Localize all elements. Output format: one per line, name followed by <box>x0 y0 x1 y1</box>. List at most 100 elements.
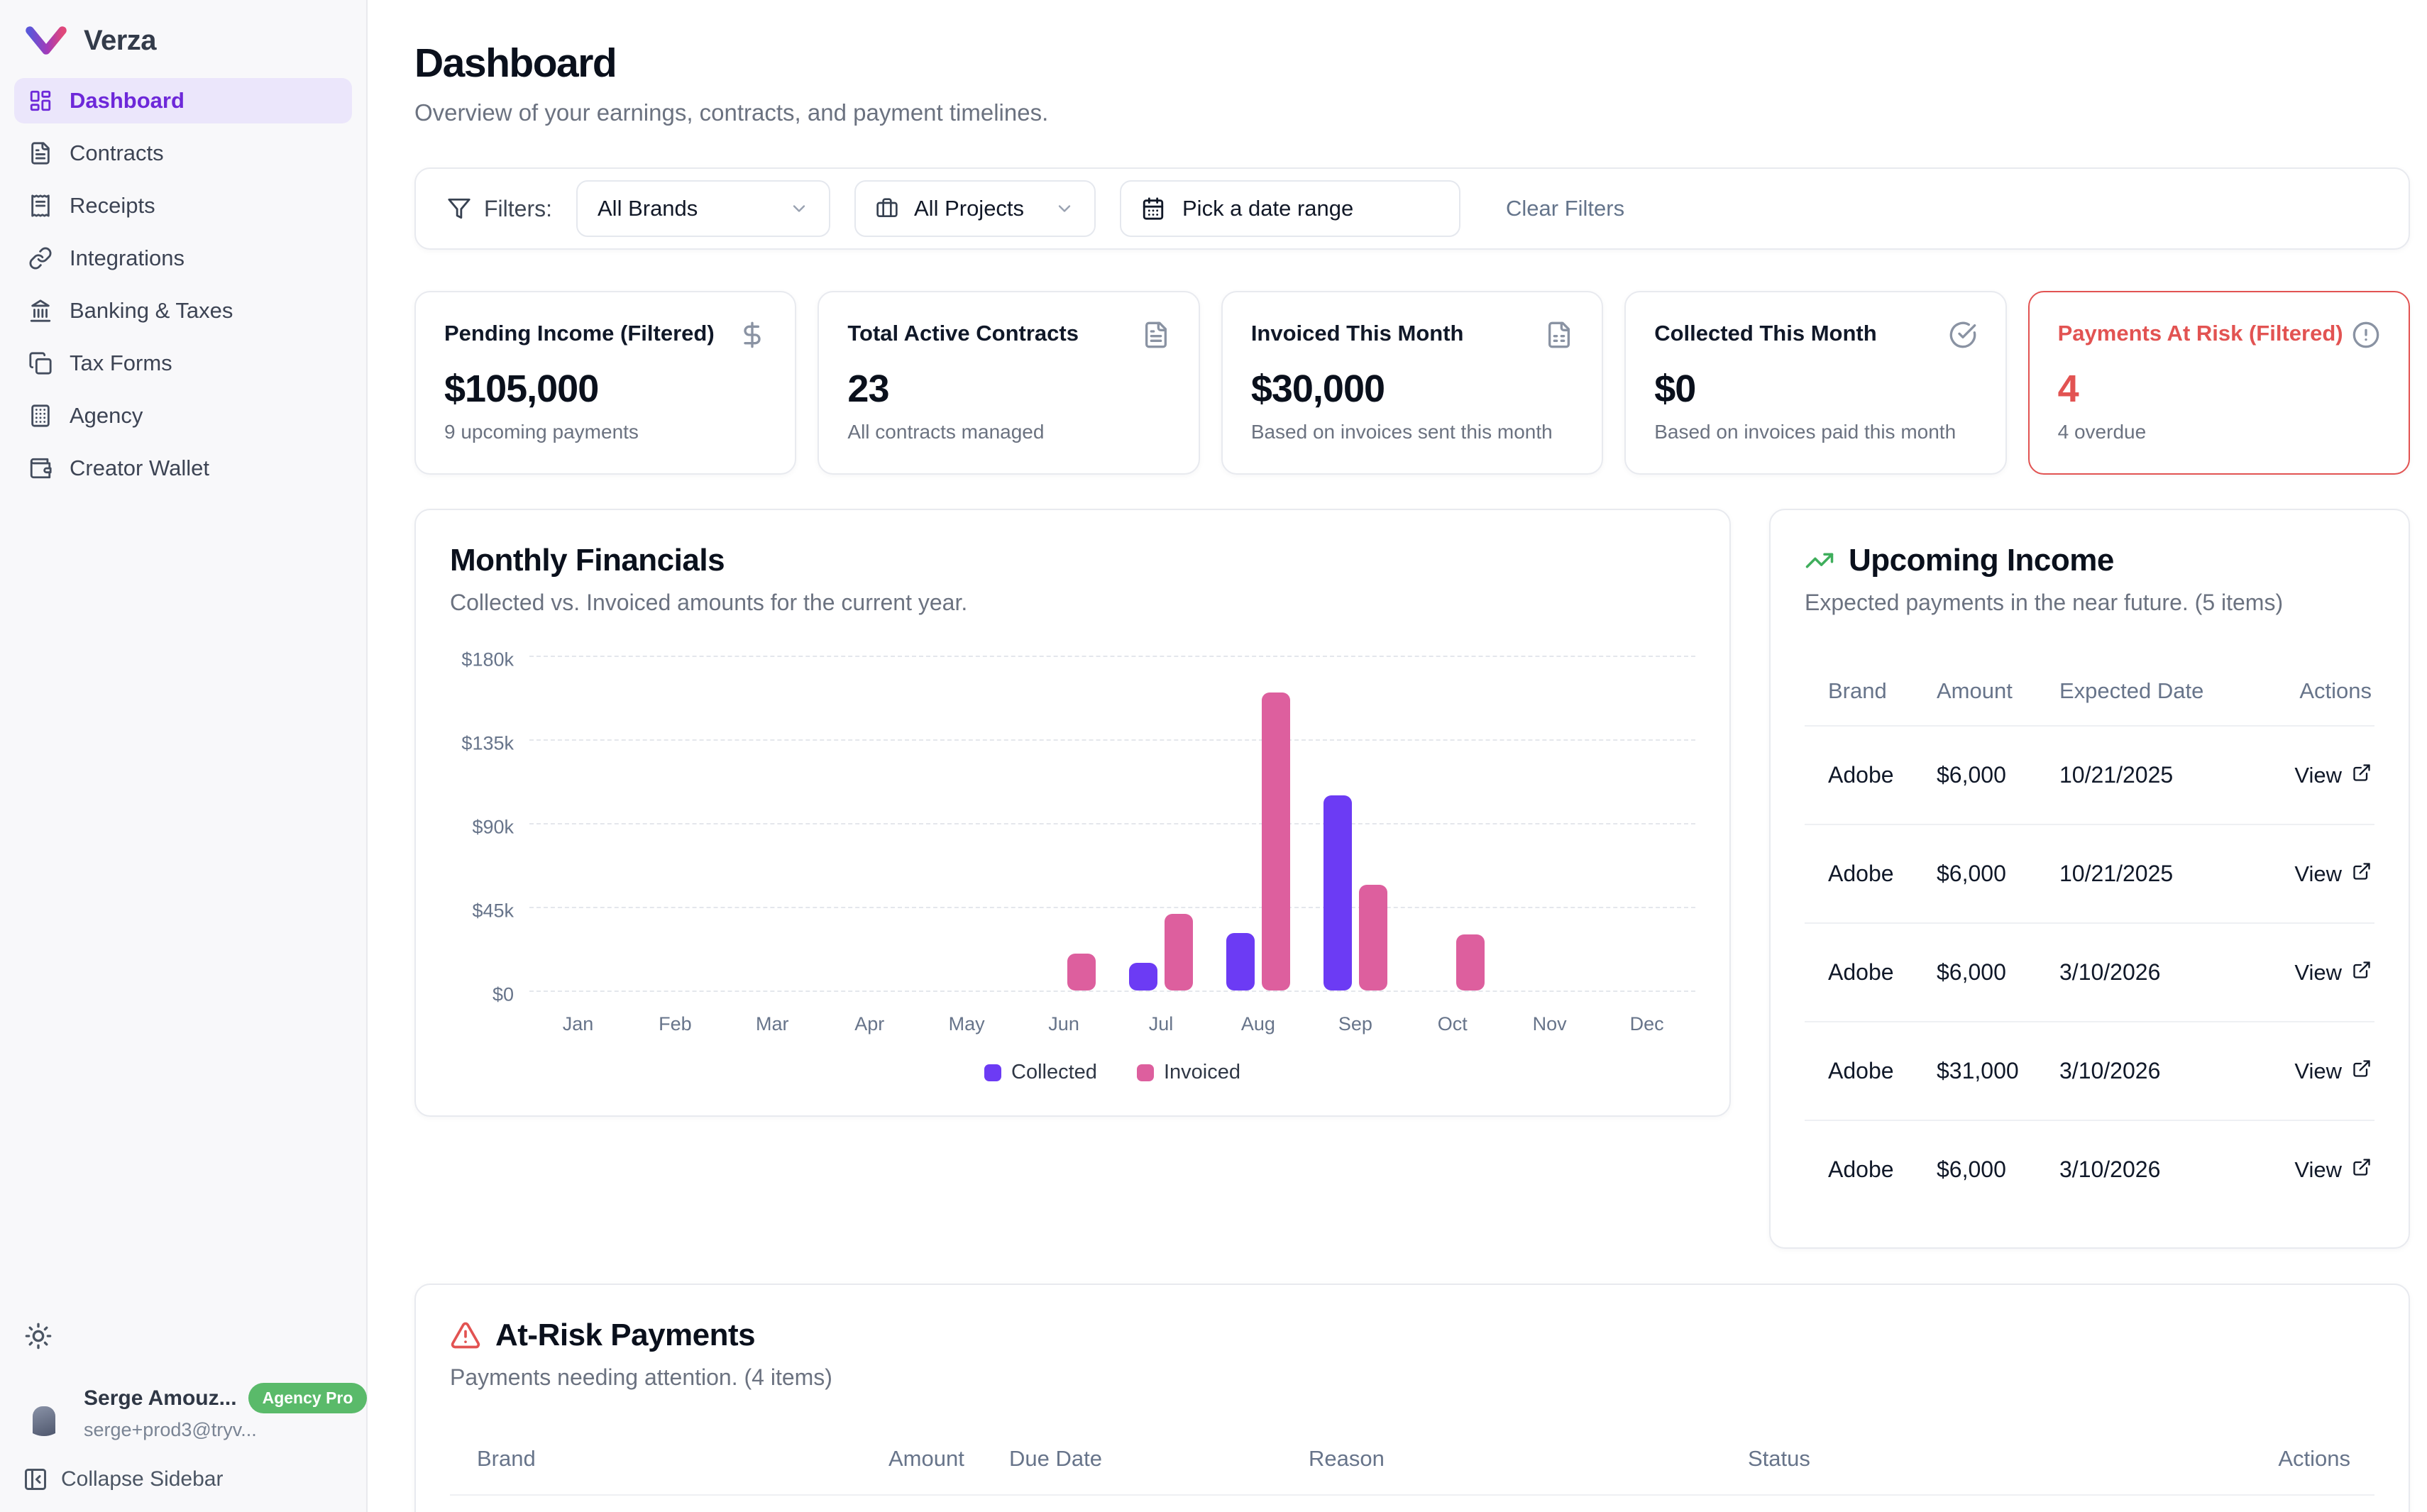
gridline <box>529 823 1695 824</box>
column-header-expected-date: Expected Date <box>2059 678 2204 703</box>
stat-card-invoiced-this-month: Invoiced This Month $30,000 Based on inv… <box>1221 291 1604 475</box>
sidebar-item-agency[interactable]: Agency <box>14 393 352 438</box>
wallet-icon <box>28 456 53 480</box>
link-icon <box>28 246 53 270</box>
x-tick-label: Aug <box>1240 1013 1275 1034</box>
bar-invoiced-aug <box>1261 692 1290 990</box>
sidebar-item-dashboard[interactable]: Dashboard <box>14 78 352 123</box>
upcoming-row: Adobe $6,000 3/10/2026 View <box>1805 1120 2374 1218</box>
view-link[interactable]: View <box>2286 960 2372 986</box>
view-link[interactable]: View <box>2286 1059 2372 1084</box>
sidebar-item-label: Creator Wallet <box>70 456 209 480</box>
x-tick-label: Oct <box>1437 1013 1468 1034</box>
view-link[interactable]: View <box>2286 861 2372 887</box>
sidebar: Verza Dashboard Contracts Receipts Integ… <box>0 0 368 1512</box>
sidebar-item-label: Receipts <box>70 193 155 218</box>
stat-label: Invoiced This Month <box>1250 321 1464 346</box>
bar-collected-jul <box>1128 963 1157 990</box>
file-text-icon <box>1142 321 1170 353</box>
sidebar-item-tax-forms[interactable]: Tax Forms <box>14 341 352 386</box>
stat-label: Collected This Month <box>1654 321 1877 346</box>
clear-filters-button[interactable]: Clear Filters <box>1502 195 1629 222</box>
at-risk-table-header: Brand Amount Due Date Reason Status Actions <box>450 1446 2374 1496</box>
external-link-icon <box>2352 861 2372 887</box>
project-filter-select[interactable]: All Projects <box>854 180 1096 237</box>
external-link-icon <box>2352 1059 2372 1084</box>
bar-chart: $180k $135k $90k $45k $0 Jan Feb Mar Apr May Jun J… <box>450 649 1695 1084</box>
upcoming-table-body: Adobe $6,000 10/21/2025 View Adobe $6,00… <box>1805 725 2374 1218</box>
sidebar-item-contracts[interactable]: Contracts <box>14 131 352 176</box>
x-tick-label: Sep <box>1338 1013 1372 1034</box>
external-link-icon <box>2352 960 2372 986</box>
view-label: View <box>2294 861 2342 886</box>
gridline <box>529 656 1695 657</box>
file-text-icon <box>28 141 53 165</box>
view-link[interactable]: View <box>2286 763 2372 788</box>
collapse-sidebar-button[interactable]: Collapse Sidebar <box>14 1465 352 1494</box>
bar-collected-aug <box>1226 933 1255 990</box>
y-tick-label: $135k <box>461 732 514 754</box>
sidebar-item-integrations[interactable]: Integrations <box>14 236 352 281</box>
upcoming-row: Adobe $6,000 10/21/2025 View <box>1805 824 2374 922</box>
x-tick-label: Jun <box>1048 1013 1079 1034</box>
chevron-down-icon <box>1055 199 1074 219</box>
stat-label: Pending Income (Filtered) <box>444 321 715 346</box>
stat-value: 4 <box>2057 368 2079 410</box>
theme-toggle-button[interactable] <box>14 1313 60 1359</box>
x-tick-label: Jul <box>1148 1013 1174 1034</box>
date-range-placeholder: Pick a date range <box>1182 196 1354 221</box>
user-menu[interactable]: Serge Amouz... Agency Pro serge+prod3@tr… <box>14 1383 368 1441</box>
avatar <box>20 1388 68 1436</box>
sun-icon <box>24 1322 53 1350</box>
sidebar-item-label: Agency <box>70 403 143 428</box>
at-risk-payments-card: At-Risk Payments Payments needing attent… <box>414 1284 2410 1512</box>
cell-amount: $6,000 <box>1937 959 2006 985</box>
main-content: Dashboard Overview of your earnings, con… <box>368 0 2427 1512</box>
stat-card-total-active-contracts: Total Active Contracts 23 All contracts … <box>818 291 1200 475</box>
sidebar-item-receipts[interactable]: Receipts <box>14 183 352 228</box>
view-link[interactable]: View <box>2286 1157 2372 1183</box>
view-label: View <box>2294 959 2342 985</box>
x-tick-label: Jan <box>562 1013 594 1034</box>
date-range-button[interactable]: Pick a date range <box>1120 180 1460 237</box>
brand-filter-select[interactable]: All Brands <box>576 180 830 237</box>
upcoming-row: Adobe $31,000 3/10/2026 View <box>1805 1021 2374 1120</box>
trending-up-icon <box>1805 546 1834 575</box>
upcoming-table-header: Brand Amount Expected Date Actions <box>1805 678 2374 725</box>
stat-value: 23 <box>847 368 889 410</box>
legend-swatch <box>1136 1064 1154 1081</box>
upcoming-row: Adobe $6,000 3/10/2026 View <box>1805 922 2374 1021</box>
stat-subtext: 9 upcoming payments <box>444 421 639 443</box>
page-subtitle: Overview of your earnings, contracts, an… <box>414 99 1049 126</box>
sidebar-item-label: Tax Forms <box>70 351 172 375</box>
stat-value: $30,000 <box>1250 368 1385 410</box>
stat-card-collected-this-month: Collected This Month $0 Based on invoice… <box>1624 291 2007 475</box>
brand-filter-value: All Brands <box>598 196 698 221</box>
external-link-icon <box>2352 1157 2372 1183</box>
cell-amount: $31,000 <box>1937 1058 2019 1083</box>
panel-left-close-icon <box>23 1467 48 1492</box>
at-risk-title: At-Risk Payments <box>495 1318 756 1352</box>
upcoming-income-title: Upcoming Income <box>1849 543 2114 578</box>
cell-expected-date: 3/10/2026 <box>2059 1058 2161 1083</box>
gridline <box>529 907 1695 908</box>
x-tick-label: Dec <box>1629 1013 1664 1034</box>
cell-amount: $6,000 <box>1937 762 2006 788</box>
y-tick-label: $0 <box>492 983 514 1005</box>
filter-funnel-icon <box>447 197 471 221</box>
stat-card-pending-income-filtered: Pending Income (Filtered) $105,000 9 upc… <box>414 291 797 475</box>
gridline <box>529 990 1695 992</box>
column-header-amount: Amount <box>1937 678 2013 703</box>
sidebar-bottom: Serge Amouz... Agency Pro serge+prod3@tr… <box>14 1313 368 1494</box>
sidebar-item-banking-taxes[interactable]: Banking & Taxes <box>14 288 352 333</box>
view-label: View <box>2294 1157 2342 1182</box>
column-header-status: Status <box>1748 1446 1810 1471</box>
bar-invoiced-sep <box>1358 885 1387 990</box>
user-email: serge+prod3@tryv... <box>84 1419 257 1440</box>
cell-expected-date: 10/21/2025 <box>2059 762 2174 788</box>
sidebar-item-creator-wallet[interactable]: Creator Wallet <box>14 446 352 491</box>
legend-swatch <box>984 1064 1002 1081</box>
column-header-amount: Amount <box>888 1446 964 1471</box>
stat-label: Total Active Contracts <box>847 321 1079 346</box>
sidebar-item-label: Contracts <box>70 140 164 165</box>
